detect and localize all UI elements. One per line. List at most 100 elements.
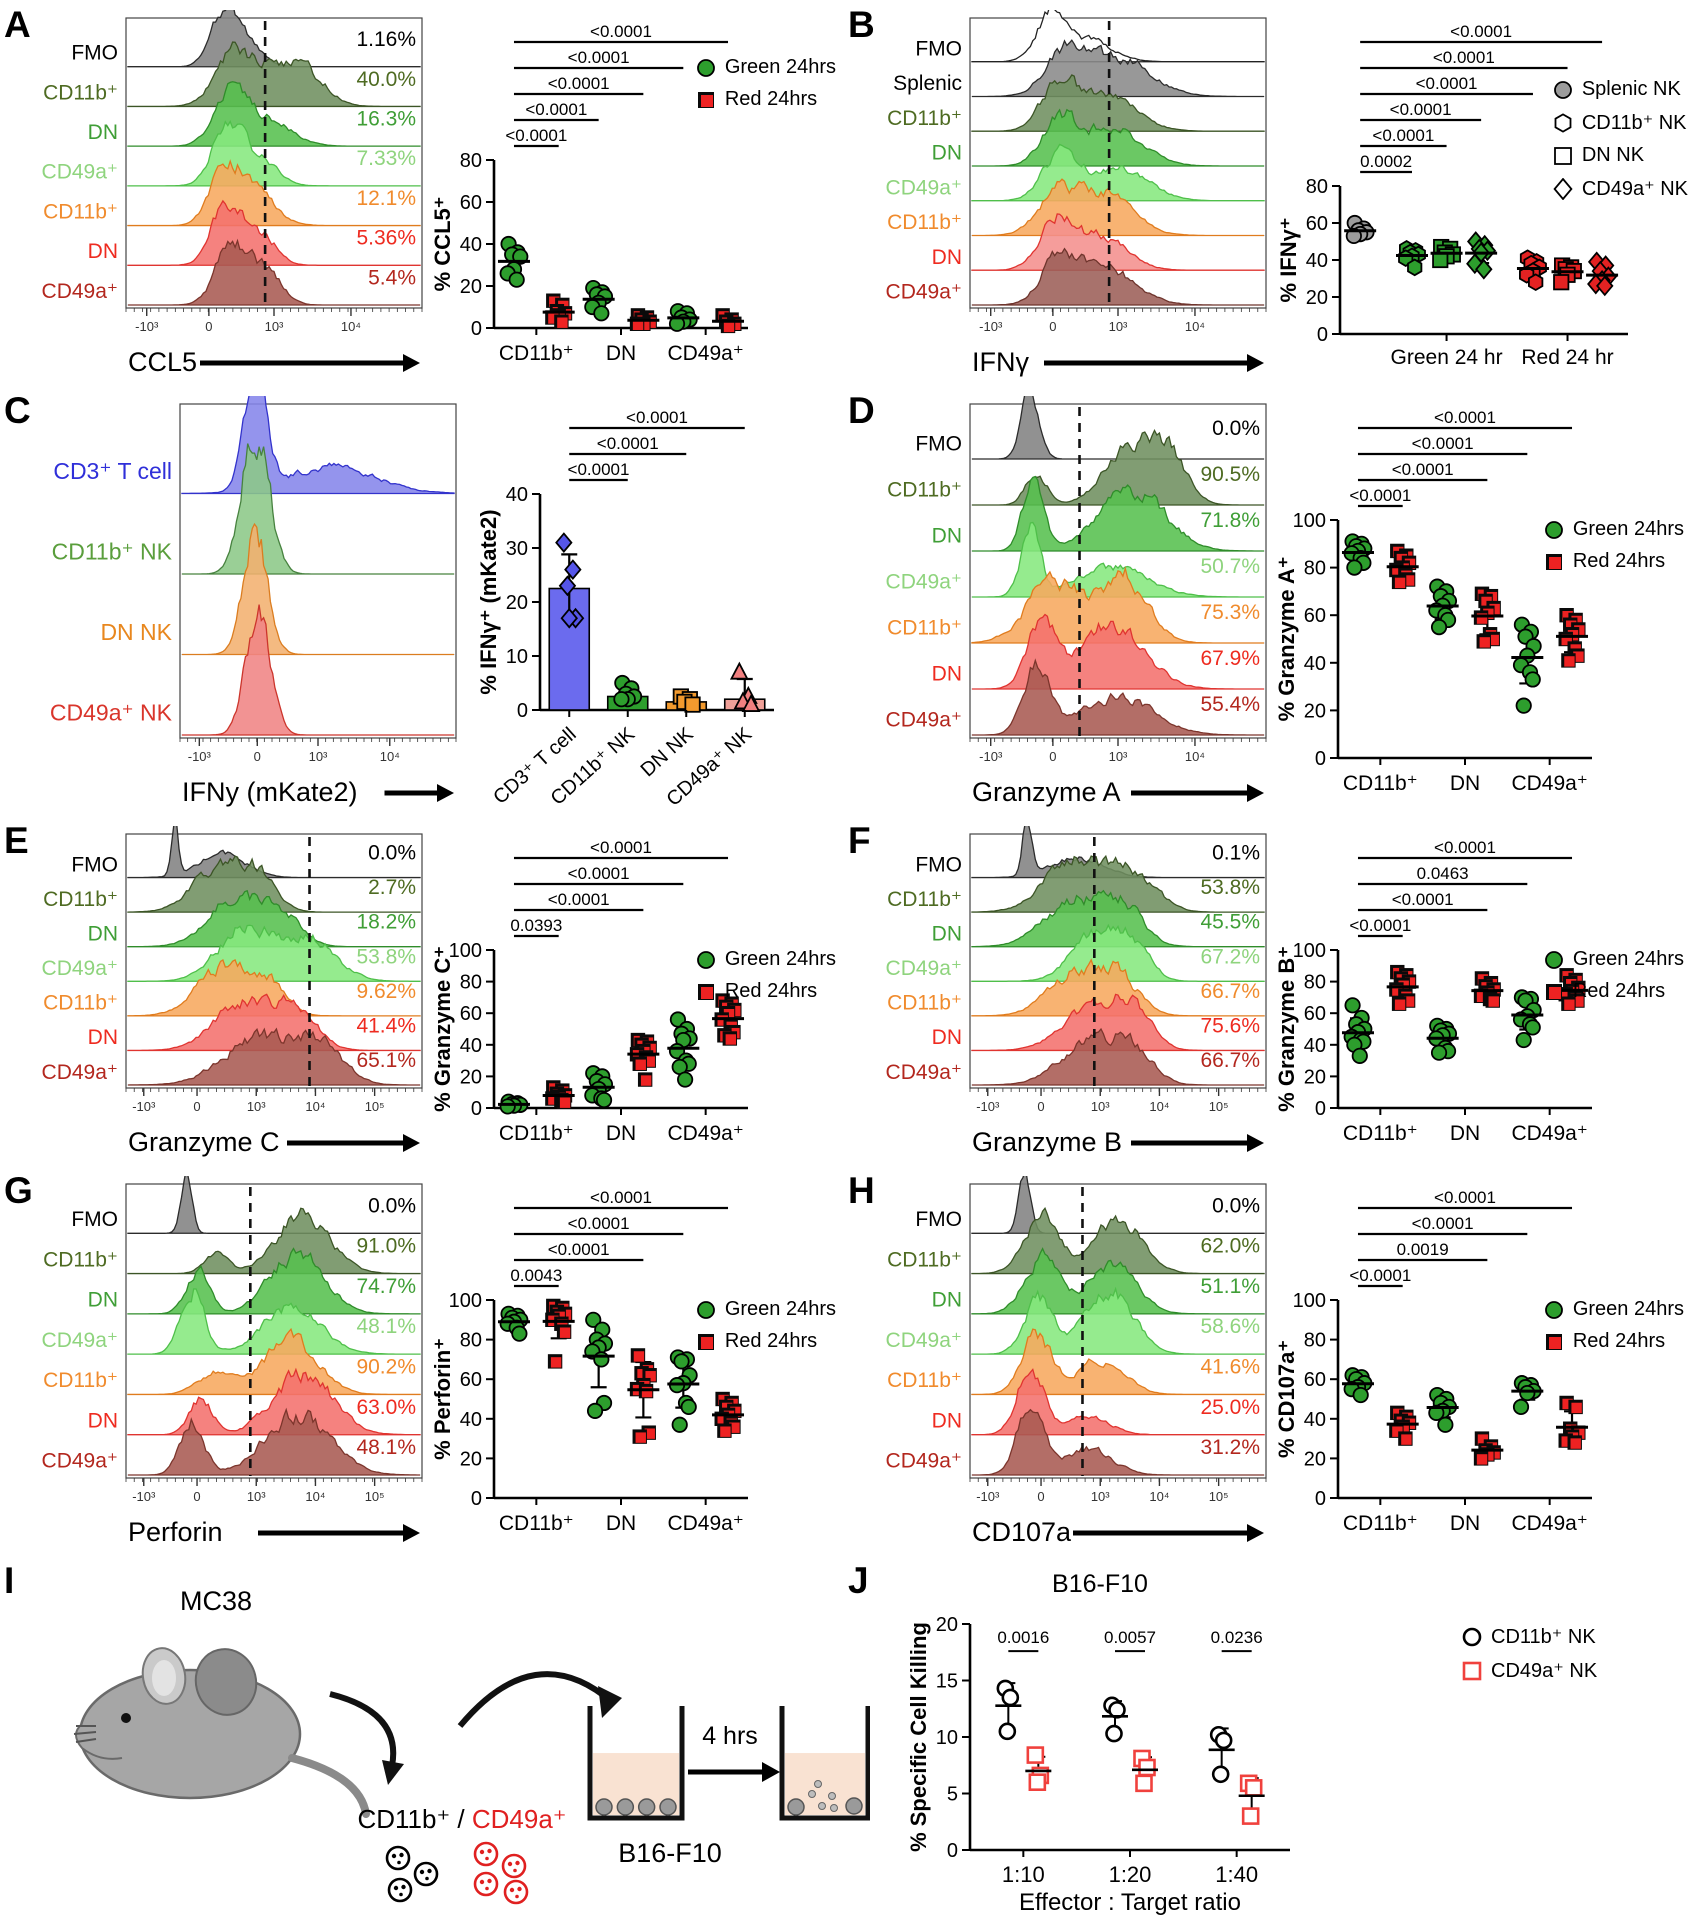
legend-label: DN NK xyxy=(1581,144,1645,166)
legend-label: Green 24hrs xyxy=(1572,948,1684,970)
square-legend-icon xyxy=(1553,146,1572,165)
legend-label: CD49a⁺ NK xyxy=(1581,178,1688,200)
histogram-curve xyxy=(127,924,421,982)
panel-F: F FMO 0.1% CD11b⁺ 53.8% DN 45.5% CD49a⁺ 67.2% CD… xyxy=(848,820,1692,1166)
sig-p-value: <0.0001 xyxy=(1450,22,1512,41)
scatter-column xyxy=(712,993,745,1046)
hist-row-pct: 50.7% xyxy=(1200,555,1260,578)
data-point xyxy=(1544,520,1563,539)
scatter-column xyxy=(1426,1386,1459,1433)
panel-letter-J: J xyxy=(848,1560,869,1601)
data-point xyxy=(1561,653,1576,668)
data-point xyxy=(1476,634,1491,649)
data-point xyxy=(593,305,610,322)
scatter-column xyxy=(1511,1375,1544,1416)
openSquare-legend-icon xyxy=(1462,1661,1482,1680)
data-point xyxy=(1545,983,1562,1000)
data-point xyxy=(1028,1773,1047,1791)
x-axis-title: Effector : Target ratio xyxy=(1019,1889,1241,1916)
legend-entry: Red 24hrs xyxy=(1542,1330,1684,1353)
panel-letter-D: D xyxy=(848,390,875,431)
sort-arrow xyxy=(329,1691,397,1767)
hist-row-label: FMO xyxy=(71,42,118,65)
legend-A: Green 24hrs Red 24hrs xyxy=(694,56,836,111)
x-axis-label: CCL5 xyxy=(128,347,197,377)
y-tick-label: 100 xyxy=(1293,1290,1326,1312)
scatter-plot: 0 20 40 60 80 100% Granzyme B⁺ <0.0001 <0.0001 0… xyxy=(1274,838,1592,1145)
legend-D: Green 24hrs Red 24hrs xyxy=(1542,518,1684,573)
hist-row-label: DN xyxy=(88,1289,118,1312)
axis-tick-label: 0 xyxy=(193,1489,200,1504)
x-group-label: DN xyxy=(606,1512,636,1535)
hist-row-pct: 71.8% xyxy=(1200,509,1260,532)
panel-H: H FMO 0.0% CD11b⁺ 62.0% DN 51.1% CD49a⁺ 58.6% CD… xyxy=(848,1170,1692,1556)
sig-p-value: <0.0001 xyxy=(1349,916,1411,935)
hist-row-label: CD49a⁺ xyxy=(886,1329,962,1352)
legend-entry: Green 24hrs xyxy=(1542,518,1684,541)
hist-row-pct: 75.3% xyxy=(1200,601,1260,624)
hist-row-pct: 58.6% xyxy=(1200,1315,1260,1338)
axis-tick-label: 0 xyxy=(205,319,212,334)
scatter-column xyxy=(667,303,700,332)
panel-A: A FMO 1.16% CD11b⁺ 40.0% DN 16.3% CD49a⁺ 7.33% C… xyxy=(4,4,844,386)
histogram-curve xyxy=(972,1408,1264,1476)
hist-row-label: DN xyxy=(88,1026,118,1049)
y-tick-label: 80 xyxy=(1304,1330,1326,1352)
x-group-label: CD49a⁺ xyxy=(667,342,743,365)
legend-label: Red 24hrs xyxy=(724,88,818,110)
sig-p-value: <0.0001 xyxy=(1434,408,1496,427)
legend-entry: Red 24hrs xyxy=(1542,550,1684,573)
nk-cell-icon xyxy=(473,1841,499,1867)
scatter-column xyxy=(497,235,530,288)
scatter-column xyxy=(582,1311,615,1419)
legend-entry: Splenic NK xyxy=(1551,78,1688,101)
scatter-plot: 0 20 40 60 80 100 % CD107a⁺ <0.0001 0.0019 <0.000… xyxy=(1274,1188,1592,1535)
nk-cell-icon xyxy=(387,1877,413,1903)
y-tick-label: 30 xyxy=(506,538,528,560)
histogram-curve xyxy=(127,993,421,1052)
scatter-column xyxy=(497,1093,530,1115)
panel-letter-B: B xyxy=(848,4,875,45)
hist-row-label: DN xyxy=(88,1409,118,1432)
scatter-column xyxy=(1556,608,1589,668)
y-tick-label: 0 xyxy=(1315,1488,1326,1510)
scatter-column xyxy=(1551,257,1584,291)
data-point xyxy=(696,58,715,77)
histogram-curve xyxy=(127,1176,421,1234)
hist-row-label: DN xyxy=(932,142,962,165)
hist-row-pct: 45.5% xyxy=(1200,911,1260,934)
axis-tick-label: 0 xyxy=(1049,749,1056,764)
diamond-legend-icon xyxy=(1553,177,1573,200)
data-point xyxy=(511,1325,528,1342)
scatter-column xyxy=(1386,964,1419,1011)
transfer-arrow-head xyxy=(598,1686,622,1718)
x-axis-label: Perforin xyxy=(128,1517,223,1547)
hist-row-pct: 41.4% xyxy=(356,1014,416,1037)
histogram-curve xyxy=(971,10,1265,63)
x-group-label: CD49a⁺ xyxy=(1511,1512,1587,1535)
panel-D: D FMO 0.0% CD11b⁺ 90.5% DN 71.8% CD49a⁺ 50.7% CD… xyxy=(848,390,1692,816)
data-point xyxy=(1524,671,1541,688)
hist-row-pct: 66.7% xyxy=(1200,1049,1260,1072)
hist-row-pct: 12.1% xyxy=(356,187,416,210)
sig-p-value: <0.0001 xyxy=(568,48,630,67)
data-point xyxy=(558,575,577,597)
legend-entry: CD11b⁺ NK xyxy=(1551,110,1688,135)
histogram-curve xyxy=(127,1247,421,1315)
nk-cell-icon xyxy=(385,1845,411,1871)
hist-row-pct: 9.62% xyxy=(356,980,416,1003)
axis-tick-label: 10⁵ xyxy=(365,1099,385,1114)
hist-row-pct: 0.1% xyxy=(1212,842,1260,865)
y-tick-label: 20 xyxy=(936,1614,958,1636)
legend-entry: CD49a⁺ NK xyxy=(1460,1658,1597,1683)
legend-label: Red 24hrs xyxy=(1572,1330,1666,1352)
axis-tick-label: 0 xyxy=(193,1099,200,1114)
hist-row-label: FMO xyxy=(915,37,962,60)
legend-label: Green 24hrs xyxy=(724,56,836,78)
data-point xyxy=(1515,1031,1532,1049)
data-point xyxy=(1462,1627,1482,1646)
legend-label: Red 24hrs xyxy=(1572,980,1666,1002)
axis-tick-label: -10³ xyxy=(979,749,1003,764)
scatter-column xyxy=(627,1032,660,1087)
hist-row-pct: 7.33% xyxy=(356,147,416,170)
